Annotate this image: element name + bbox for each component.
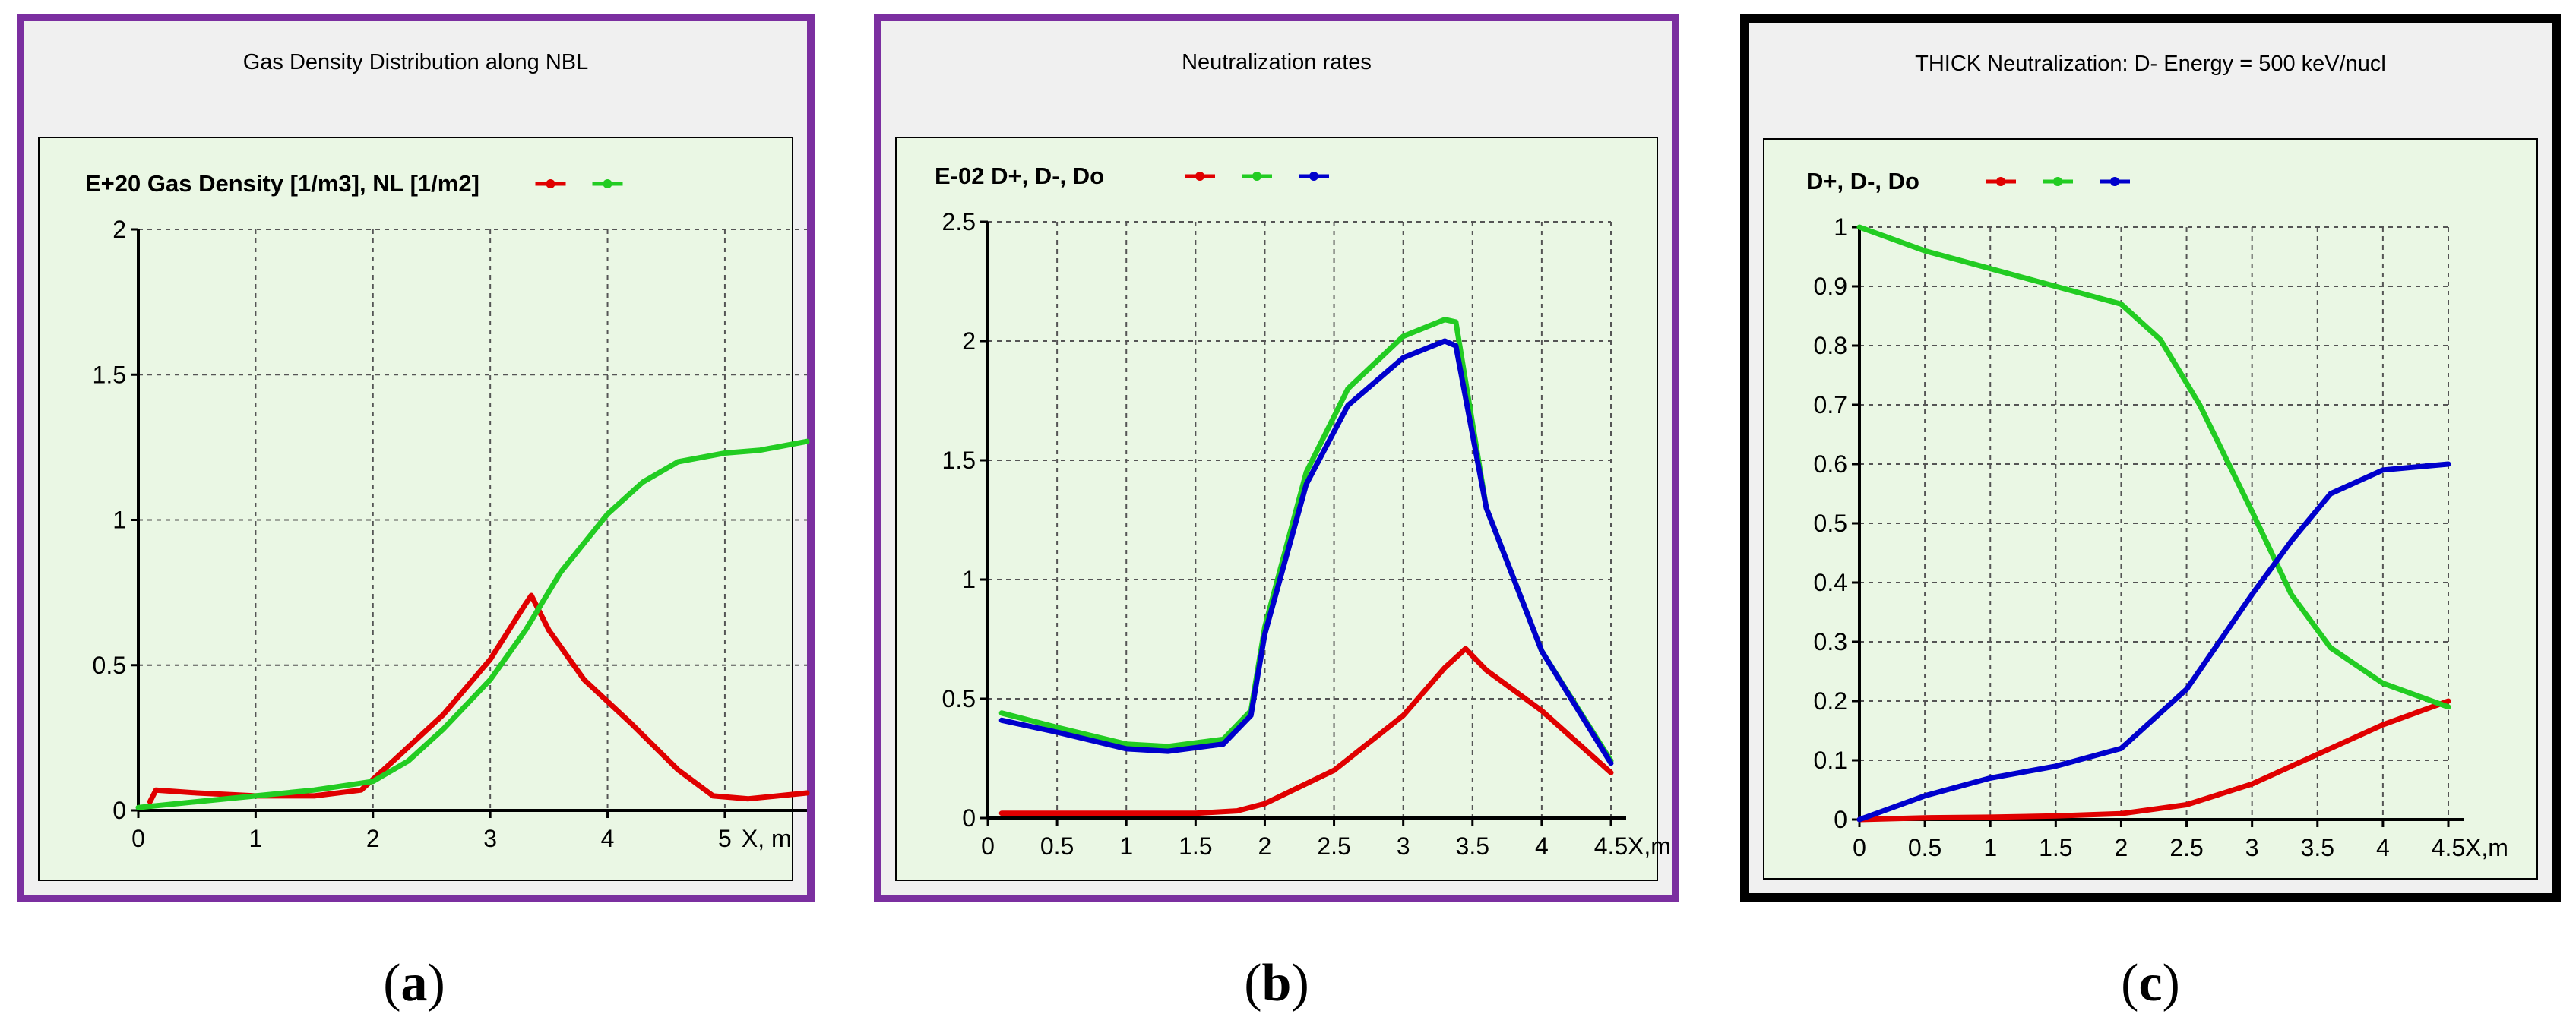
series-line-3 (1856, 461, 2451, 823)
x-tick-label: 0 (131, 825, 145, 852)
y-tick-label: 0 (962, 804, 976, 832)
caption-letter: a (400, 954, 428, 1012)
x-tick-label: 5 (718, 825, 732, 852)
series-line-1 (147, 592, 810, 804)
y-tick-label: 0.9 (1814, 273, 1847, 300)
caption-letter: b (1261, 954, 1292, 1012)
legend-mark (1242, 172, 1272, 181)
y-tick-label: 0.6 (1814, 450, 1847, 478)
x-tick-label: 2.5 (1317, 832, 1350, 860)
legend-mark (535, 179, 566, 188)
plot-area: E-02 D+, D-, Do 0 0.5 1 1.5 2 2.5 0 0.5 1 1.5 2 2.5 3… (895, 137, 1671, 881)
x-axis-label: X,m (2465, 834, 2508, 861)
line-chart-gas-density: E+20 Gas Density [1/m3], NL [1/m2] 0 0.5 1 1… (85, 170, 810, 852)
y-tick-label: 1 (112, 507, 126, 534)
caption-letter: c (2138, 954, 2163, 1012)
y-tick-label: 0.2 (1814, 687, 1847, 715)
chart-header-label: E-02 D+, D-, Do (935, 163, 1104, 189)
x-tick-label: 2 (2115, 834, 2128, 861)
y-tick-label: 0 (112, 797, 126, 824)
y-tick-label: 2.5 (942, 208, 976, 235)
y-tick-label: 0.8 (1814, 332, 1847, 359)
caption-b: (b) (1244, 954, 1309, 1012)
y-tick-label: 0 (1834, 806, 1847, 833)
x-tick-label: 3 (2245, 834, 2259, 861)
x-tick-label: 0 (1853, 834, 1866, 861)
series-line-2 (135, 438, 810, 810)
y-tick-label: 0.1 (1814, 747, 1847, 774)
chart-panel-a: Gas Density Distribution along NBL E+20 … (17, 14, 815, 902)
y-tick-label: 1 (962, 566, 976, 593)
y-tick-label: 1.5 (93, 361, 126, 388)
x-tick-label: 4 (601, 825, 615, 852)
x-tick-label: 0.5 (1908, 834, 1941, 861)
x-tick-label: 4.5 (1594, 832, 1628, 860)
legend-mark (2043, 177, 2073, 186)
caption-a: (a) (383, 954, 445, 1012)
x-tick-label: 3 (1397, 832, 1410, 860)
x-tick-label: 1 (1983, 834, 1997, 861)
caption-c: (c) (2121, 954, 2180, 1012)
series-line-3 (998, 338, 1614, 766)
chart-panel-b: Neutralization rates E-02 D+, D-, Do 0 0.5… (874, 14, 1679, 902)
legend-mark (1986, 177, 2016, 186)
plot-area: D+, D-, Do 0 0.1 0.2 0.3 0.4 0.5 0.6 0.7 0.8 0.9 1 0… (1763, 138, 2538, 880)
plot-area: E+20 Gas Density [1/m3], NL [1/m2] 0 0.5 1 1… (38, 137, 810, 881)
x-axis-label: X, m (742, 825, 792, 852)
legend-mark (1185, 172, 1215, 181)
legend-mark (2100, 177, 2130, 186)
x-tick-label: 1.5 (2039, 834, 2072, 861)
line-chart-neutralization-rates: E-02 D+, D-, Do 0 0.5 1 1.5 2 2.5 0 0.5 1 1.5 2 2.5 3… (935, 163, 1671, 860)
x-tick-label: 2 (1258, 832, 1272, 860)
y-tick-label: 0.5 (93, 652, 126, 679)
x-tick-label: 4.5 (2432, 834, 2465, 861)
series-line-1 (1856, 698, 2451, 823)
chart-title: THICK Neutralization: D- Energy = 500 ke… (1915, 52, 2386, 76)
y-tick-label: 0.5 (1814, 510, 1847, 537)
x-tick-label: 1 (248, 825, 262, 852)
chart-title: Neutralization rates (1182, 50, 1372, 74)
legend-mark (592, 179, 623, 188)
x-tick-label: 4 (2376, 834, 2390, 861)
chart-header-label: E+20 Gas Density [1/m3], NL [1/m2] (85, 170, 479, 197)
y-tick-label: 2 (962, 327, 976, 355)
y-tick-label: 0.5 (942, 685, 976, 712)
series-line-2 (1856, 224, 2451, 710)
chart-header-label: D+, D-, Do (1806, 168, 1919, 194)
x-tick-label: 2 (366, 825, 380, 852)
x-tick-label: 0 (981, 832, 995, 860)
series-line-1 (998, 646, 1614, 816)
y-tick-label: 0.3 (1814, 628, 1847, 655)
x-tick-label: 1 (1119, 832, 1133, 860)
x-tick-label: 3.5 (2301, 834, 2334, 861)
x-tick-label: 1.5 (1179, 832, 1212, 860)
y-tick-label: 0.7 (1814, 391, 1847, 419)
y-tick-label: 1.5 (942, 447, 976, 474)
x-tick-label: 2.5 (2169, 834, 2203, 861)
line-chart-thick-neutralization: D+, D-, Do 0 0.1 0.2 0.3 0.4 0.5 0.6 0.7 0.8 0.9 1 0… (1806, 168, 2508, 861)
chart-title: Gas Density Distribution along NBL (242, 50, 589, 74)
x-tick-label: 4 (1535, 832, 1549, 860)
x-axis-label: X,m (1628, 832, 1671, 860)
x-tick-label: 3.5 (1456, 832, 1489, 860)
chart-panel-c: THICK Neutralization: D- Energy = 500 ke… (1740, 14, 2561, 902)
x-tick-label: 3 (483, 825, 497, 852)
y-tick-label: 0.4 (1814, 569, 1847, 596)
y-tick-label: 1 (1834, 213, 1847, 241)
y-tick-label: 2 (112, 216, 126, 243)
legend-mark (1299, 172, 1329, 181)
x-tick-label: 0.5 (1040, 832, 1074, 860)
